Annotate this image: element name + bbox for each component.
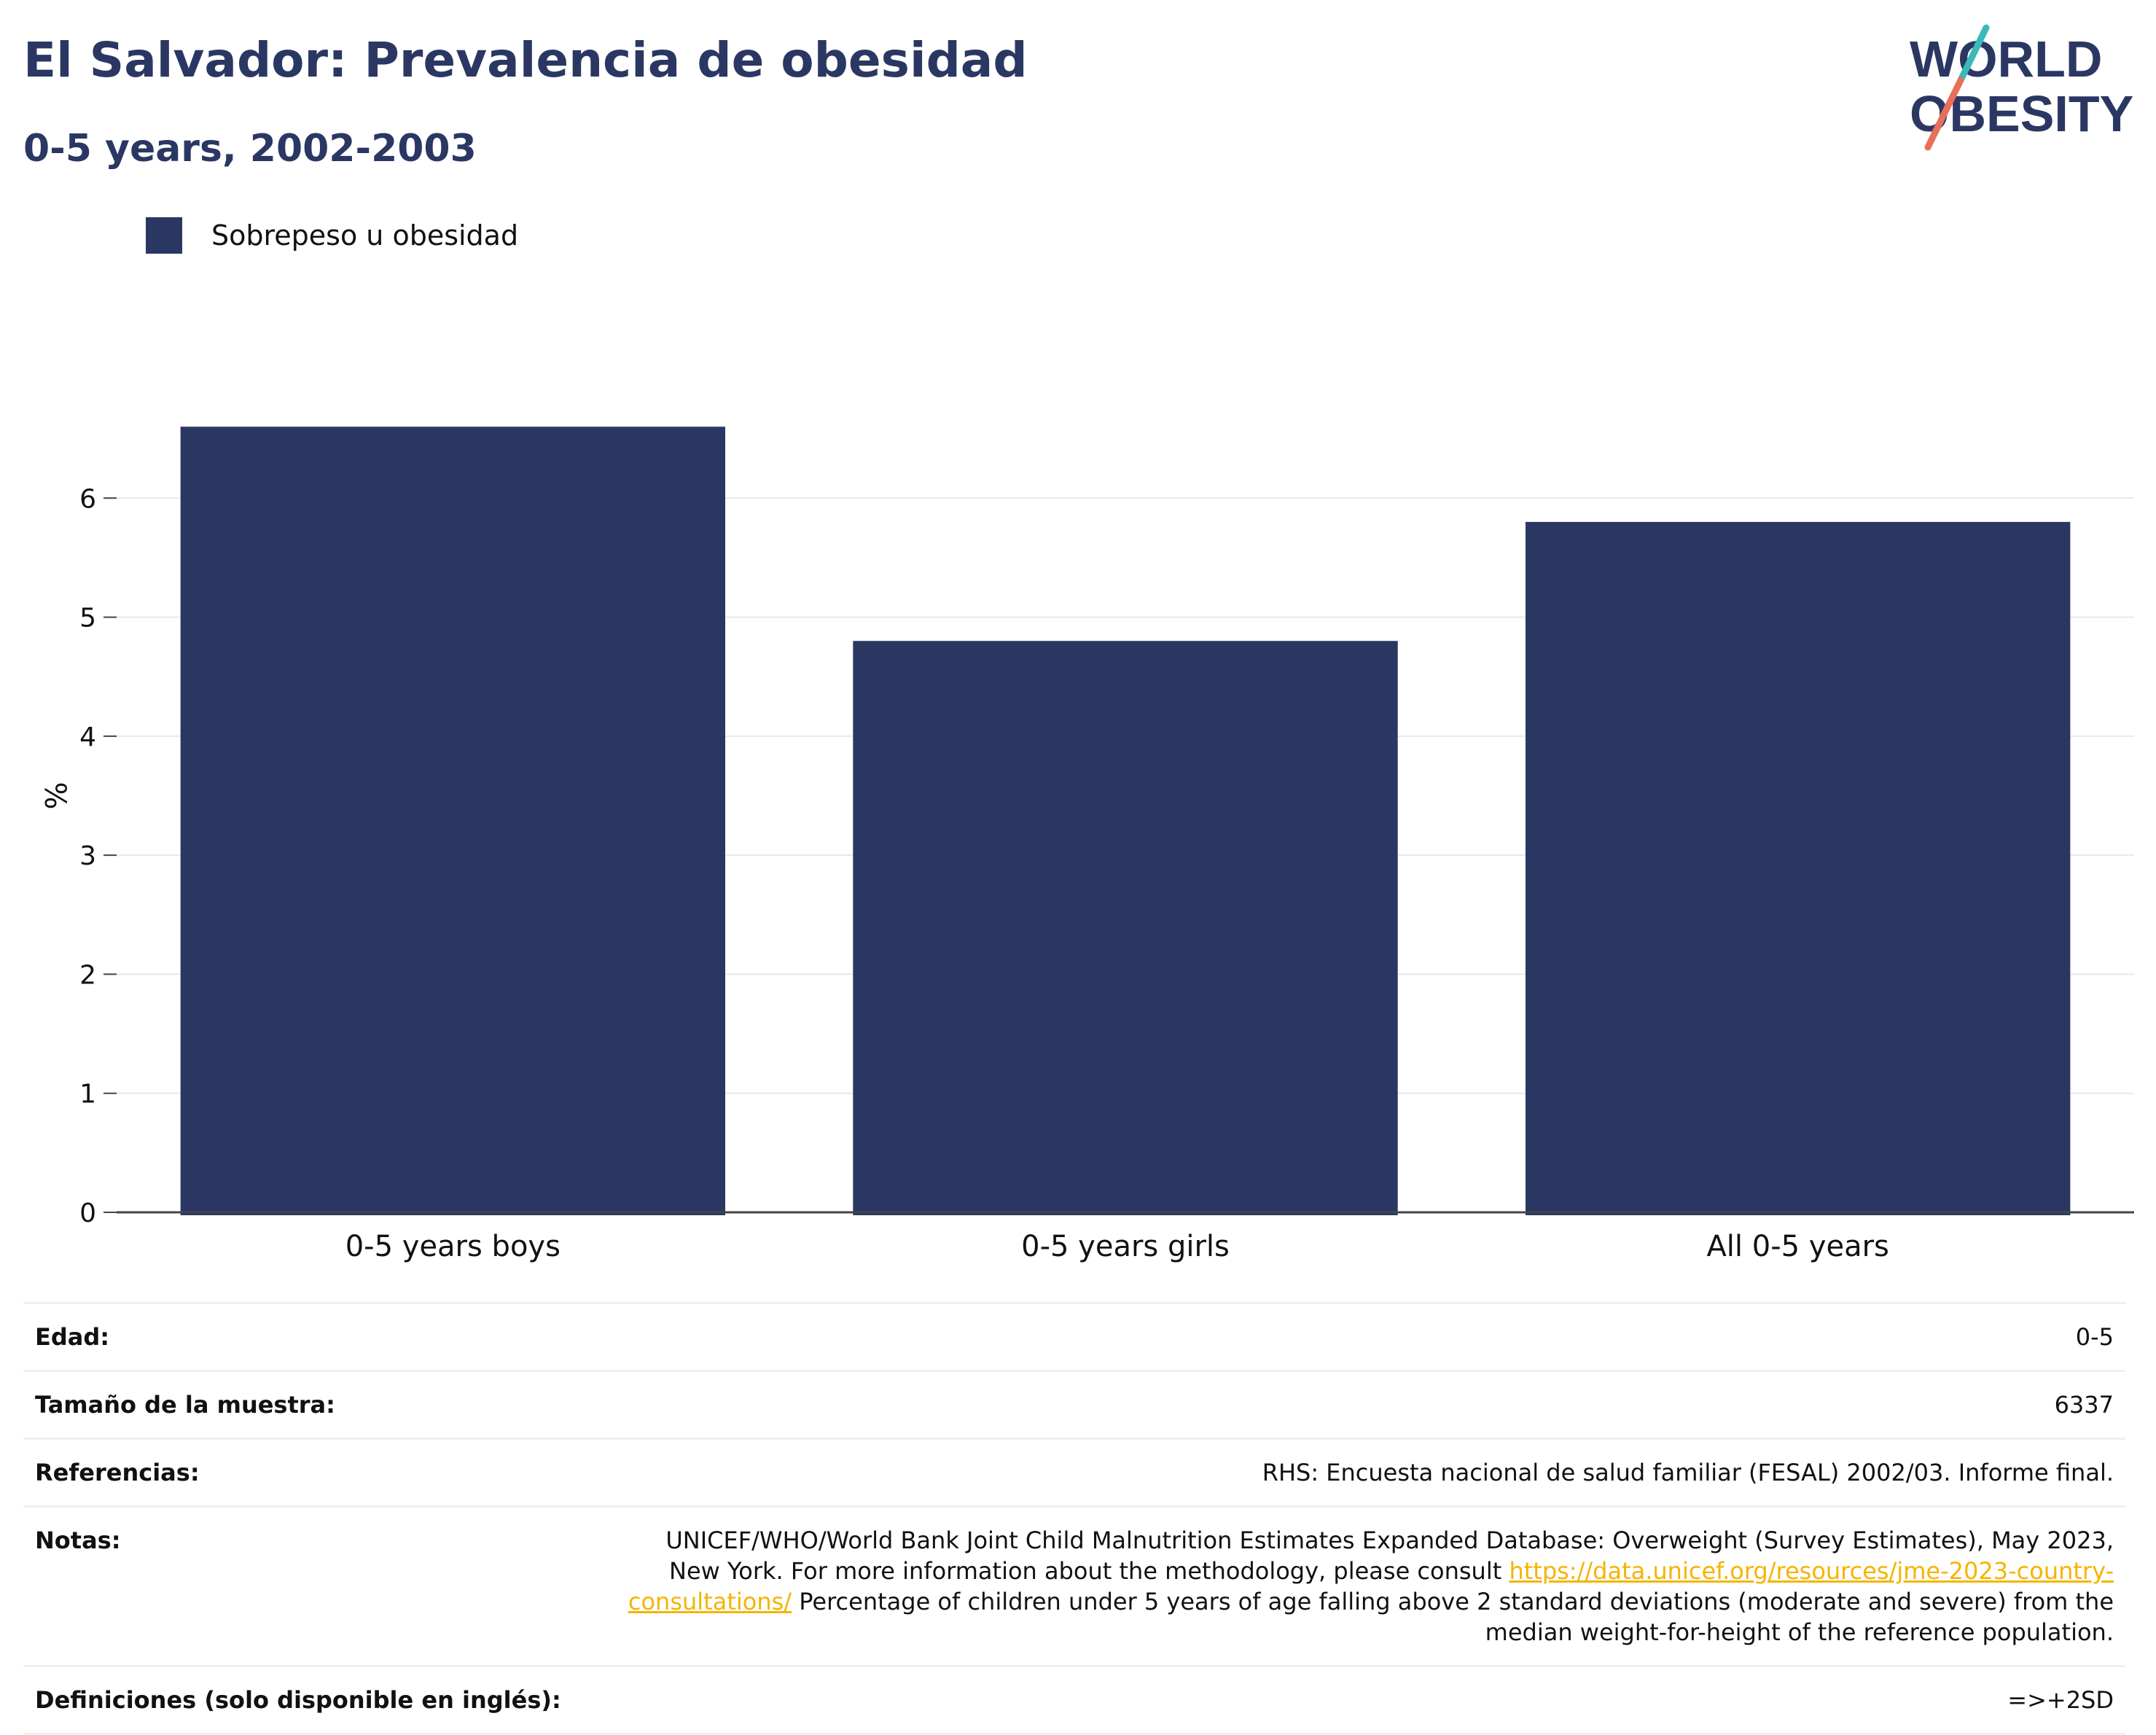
y-axis-label: % <box>38 781 71 809</box>
page-title: El Salvador: Prevalencia de obesidad <box>23 32 1028 88</box>
info-row-references: Referencias: RHS: Encuesta nacional de s… <box>23 1438 2125 1505</box>
bar <box>180 426 726 1216</box>
y-tick-label: 1 <box>79 1080 96 1110</box>
x-tick-label: All 0-5 years <box>1706 1230 1889 1263</box>
legend[interactable]: Sobrepeso u obesidad <box>146 217 518 254</box>
bar-chart: 0 1 2 3 4 5 6% 0-5 years boys 0-5 years girls All… <box>38 426 2134 1263</box>
bar <box>853 641 1398 1215</box>
methodology-link[interactable]: https://data.unicef.org/resources/jme-20… <box>628 1557 2114 1615</box>
x-tick-label: 0-5 years boys <box>345 1230 561 1263</box>
y-tick-label: 0 <box>79 1198 96 1228</box>
info-value: UNICEF/WHO/World Bank Joint Child Malnut… <box>612 1525 2114 1648</box>
page-subtitle: 0-5 years, 2002-2003 <box>23 127 477 171</box>
info-key: Tamaño de la muestra: <box>35 1391 335 1419</box>
info-value: RHS: Encuesta nacional de salud familiar… <box>1262 1459 2114 1486</box>
info-row-notes: Notas: UNICEF/WHO/World Bank Joint Child… <box>23 1505 2125 1665</box>
y-tick-label: 6 <box>79 484 96 514</box>
logo-text-world: WORLD <box>1910 31 2102 87</box>
notes-text-before-link: UNICEF/WHO/World Bank Joint Child Malnut… <box>665 1527 2114 1585</box>
info-value: 6337 <box>2054 1391 2114 1419</box>
info-row-sample-size: Tamaño de la muestra: 6337 <box>23 1370 2125 1438</box>
info-value: =>+2SD <box>2007 1686 2114 1714</box>
x-tick-label: 0-5 years girls <box>1021 1230 1230 1263</box>
info-value: 0-5 <box>2075 1323 2114 1351</box>
y-tick-label: 2 <box>79 960 96 990</box>
y-tick-label: 4 <box>79 722 96 752</box>
y-tick-label: 3 <box>79 841 96 871</box>
info-key: Notas: <box>35 1527 121 1554</box>
logo-slash-bottom <box>1924 77 1964 151</box>
info-key: Edad: <box>35 1323 110 1351</box>
legend-label: Sobrepeso u obesidad <box>211 219 519 252</box>
info-row-definitions: Definiciones (solo disponible en inglés)… <box>23 1665 2125 1735</box>
y-tick-label: 5 <box>79 604 96 633</box>
bar <box>1525 521 2071 1215</box>
world-obesity-logo: WORLD OBESITY <box>1910 24 2133 151</box>
info-key: Referencias: <box>35 1459 200 1486</box>
info-row-edad: Edad: 0-5 <box>23 1302 2125 1370</box>
notes-text-after-link: Percentage of children under 5 years of … <box>792 1588 2114 1646</box>
logo-slash-top <box>1957 24 1990 84</box>
legend-swatch <box>146 217 182 254</box>
info-key: Definiciones (solo disponible en inglés)… <box>35 1686 561 1714</box>
info-table: Edad: 0-5 Tamaño de la muestra: 6337 Ref… <box>23 1302 2125 1735</box>
